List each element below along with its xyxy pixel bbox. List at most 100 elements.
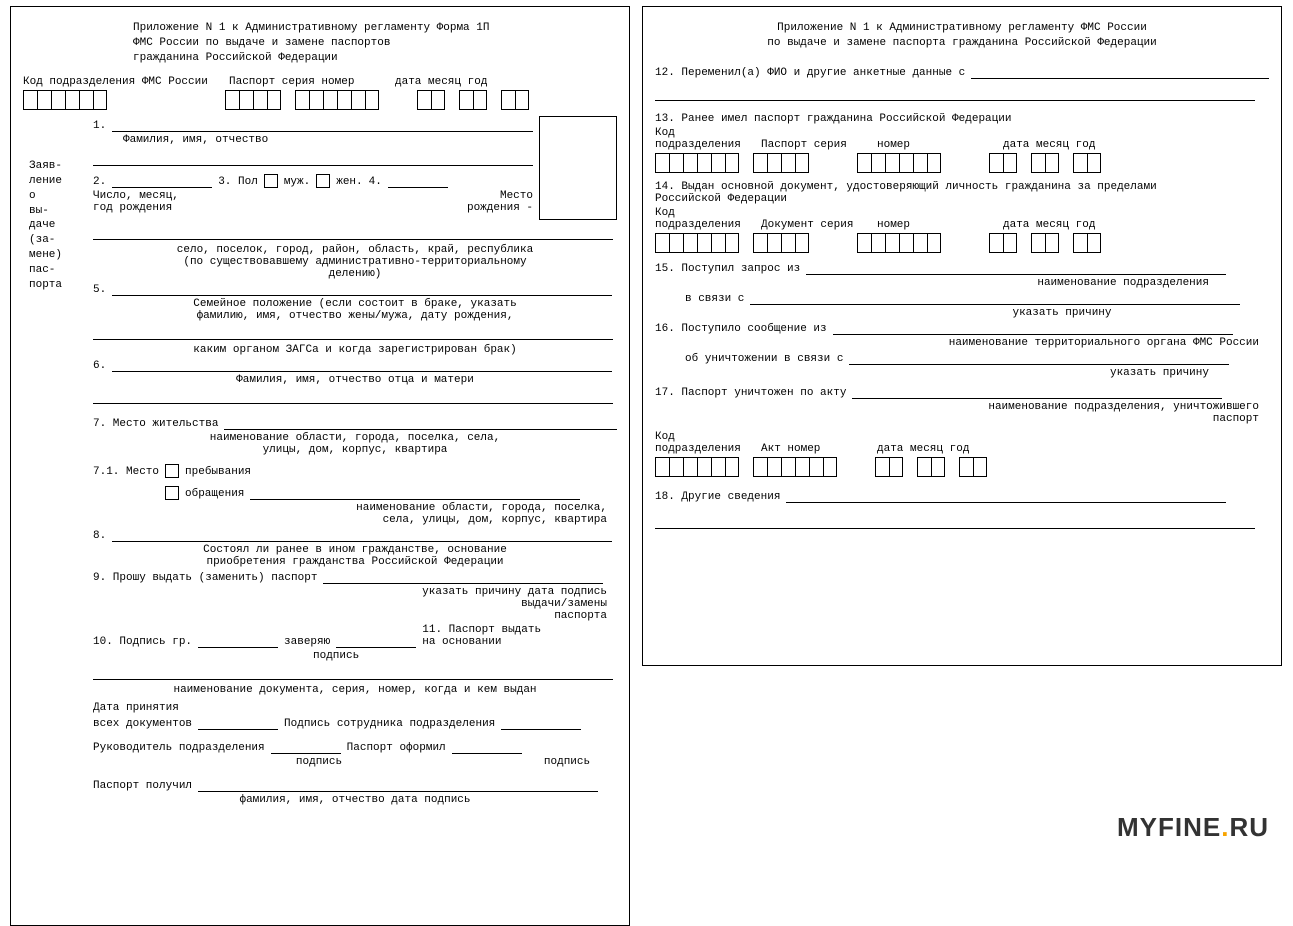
akt-lbl: Акт номер bbox=[761, 443, 871, 455]
f2-sub2: год рождения bbox=[93, 202, 179, 214]
f17-sub: наименование подразделения, уничтожившег… bbox=[655, 401, 1259, 425]
year-boxes-13[interactable] bbox=[1073, 153, 1101, 173]
photo-box[interactable] bbox=[539, 116, 617, 220]
f71-sub: наименование области, города, поселка, с… bbox=[93, 502, 607, 526]
doc-lbl: Документ серия bbox=[761, 219, 871, 231]
f12-line2[interactable] bbox=[655, 87, 1255, 101]
f16-line[interactable] bbox=[833, 321, 1233, 335]
f12: 12. Переменил(а) ФИО и другие анкетные д… bbox=[655, 67, 965, 79]
f15b-line[interactable] bbox=[750, 291, 1240, 305]
side-label: Заяв- ление о вы- даче (за- мене) пас- п… bbox=[29, 159, 85, 293]
f5-line[interactable] bbox=[112, 282, 612, 296]
f10-line[interactable] bbox=[198, 634, 278, 648]
f4-sub-block: село, поселок, город, район, область, кр… bbox=[93, 244, 617, 280]
f6-num: 6. bbox=[93, 360, 106, 372]
f9: 9. Прошу выдать (заменить) паспорт bbox=[93, 572, 317, 584]
f6-line[interactable] bbox=[112, 358, 612, 372]
year-boxes-14[interactable] bbox=[1073, 233, 1101, 253]
month-boxes-17[interactable] bbox=[917, 457, 945, 477]
f6-line2[interactable] bbox=[93, 390, 613, 404]
header-line: Приложение N 1 к Административному регла… bbox=[655, 21, 1269, 36]
month-boxes[interactable] bbox=[459, 90, 487, 110]
f16b-line[interactable] bbox=[849, 351, 1229, 365]
f16-sub: наименование территориального органа ФМС… bbox=[655, 337, 1259, 349]
f10-b: заверяю bbox=[284, 636, 330, 648]
got-line[interactable] bbox=[198, 778, 598, 792]
f71-line[interactable] bbox=[250, 486, 580, 500]
f18-line[interactable] bbox=[786, 489, 1226, 503]
stay-checkbox[interactable] bbox=[165, 464, 179, 478]
series-boxes-13[interactable] bbox=[753, 153, 809, 173]
day-boxes-17[interactable] bbox=[875, 457, 903, 477]
f2-sub1: Число, месяц, bbox=[93, 190, 179, 202]
f2-num: 2. bbox=[93, 176, 106, 188]
year-boxes[interactable] bbox=[501, 90, 529, 110]
appeal-checkbox[interactable] bbox=[165, 486, 179, 500]
month-boxes-14[interactable] bbox=[1031, 233, 1059, 253]
sex-female-checkbox[interactable] bbox=[316, 174, 330, 188]
f1-line2[interactable] bbox=[93, 152, 533, 166]
f3-label: 3. Пол bbox=[218, 176, 258, 188]
sex-male-checkbox[interactable] bbox=[264, 174, 278, 188]
f11: 11. Паспорт выдать на основании bbox=[422, 624, 541, 648]
f16b-sub: указать причину bbox=[655, 367, 1209, 379]
corner-mark bbox=[642, 652, 656, 666]
header-line: Приложение N 1 к Административному регла… bbox=[133, 21, 617, 36]
got: Паспорт получил bbox=[93, 780, 192, 792]
top-boxes-row bbox=[23, 90, 617, 110]
day-boxes-13[interactable] bbox=[989, 153, 1017, 173]
got-sub: фамилия, имя, отчество дата подпись bbox=[93, 794, 617, 806]
f2-line[interactable] bbox=[112, 174, 212, 188]
f8-num: 8. bbox=[93, 530, 106, 542]
sign1: подпись bbox=[296, 756, 342, 768]
day-boxes[interactable] bbox=[417, 90, 445, 110]
code-boxes-17[interactable] bbox=[655, 457, 739, 477]
corner-mark bbox=[10, 6, 24, 20]
f4-line[interactable] bbox=[388, 174, 448, 188]
year-boxes-17[interactable] bbox=[959, 457, 987, 477]
f7: 7. Место жительства bbox=[93, 418, 218, 430]
f4-sub1: Место bbox=[467, 190, 533, 202]
f17-line[interactable] bbox=[852, 385, 1222, 399]
sign2: подпись bbox=[544, 756, 590, 768]
f5-line2[interactable] bbox=[93, 326, 613, 340]
docs-sign-line[interactable] bbox=[501, 716, 581, 730]
pass-lbl: Паспорт серия bbox=[761, 139, 871, 151]
number-boxes-14[interactable] bbox=[857, 233, 941, 253]
docs-date-line[interactable] bbox=[198, 716, 278, 730]
series-boxes[interactable] bbox=[225, 90, 281, 110]
day-boxes-14[interactable] bbox=[989, 233, 1017, 253]
number-boxes-13[interactable] bbox=[857, 153, 941, 173]
series-boxes-14[interactable] bbox=[753, 233, 809, 253]
number-boxes[interactable] bbox=[295, 90, 379, 110]
month-boxes-13[interactable] bbox=[1031, 153, 1059, 173]
corner-mark bbox=[10, 912, 24, 926]
f3-f: жен. bbox=[336, 176, 362, 188]
corner-mark bbox=[1268, 6, 1282, 20]
f15b-sub: указать причину bbox=[855, 307, 1269, 319]
f1-sub: Фамилия, имя, отчество bbox=[123, 134, 533, 146]
f15-line[interactable] bbox=[806, 261, 1226, 275]
code-lbl-17: Код подразделения bbox=[655, 431, 755, 455]
f18-line2[interactable] bbox=[655, 515, 1255, 529]
f12-line[interactable] bbox=[971, 65, 1269, 79]
code-boxes[interactable] bbox=[23, 90, 107, 110]
f10-line2[interactable] bbox=[336, 634, 416, 648]
f11-line[interactable] bbox=[93, 666, 613, 680]
f7-line[interactable] bbox=[224, 416, 617, 430]
head-line[interactable] bbox=[271, 740, 341, 754]
label-passport: Паспорт серия номер bbox=[229, 76, 389, 88]
f15-sub: наименование подразделения bbox=[655, 277, 1209, 289]
f4-line2[interactable] bbox=[93, 226, 613, 240]
f8-line[interactable] bbox=[112, 528, 612, 542]
f11-sub: наименование документа, серия, номер, ко… bbox=[93, 684, 617, 696]
code-boxes-13[interactable] bbox=[655, 153, 739, 173]
f9-line[interactable] bbox=[323, 570, 603, 584]
f13: 13. Ранее имел паспорт гражданина Россий… bbox=[655, 113, 1269, 125]
code-boxes-14[interactable] bbox=[655, 233, 739, 253]
f17: 17. Паспорт уничтожен по акту bbox=[655, 387, 846, 399]
akt-boxes-17[interactable] bbox=[753, 457, 837, 477]
oform-line[interactable] bbox=[452, 740, 522, 754]
f1-line[interactable] bbox=[112, 118, 533, 132]
page1-header: Приложение N 1 к Административному регла… bbox=[133, 21, 617, 66]
